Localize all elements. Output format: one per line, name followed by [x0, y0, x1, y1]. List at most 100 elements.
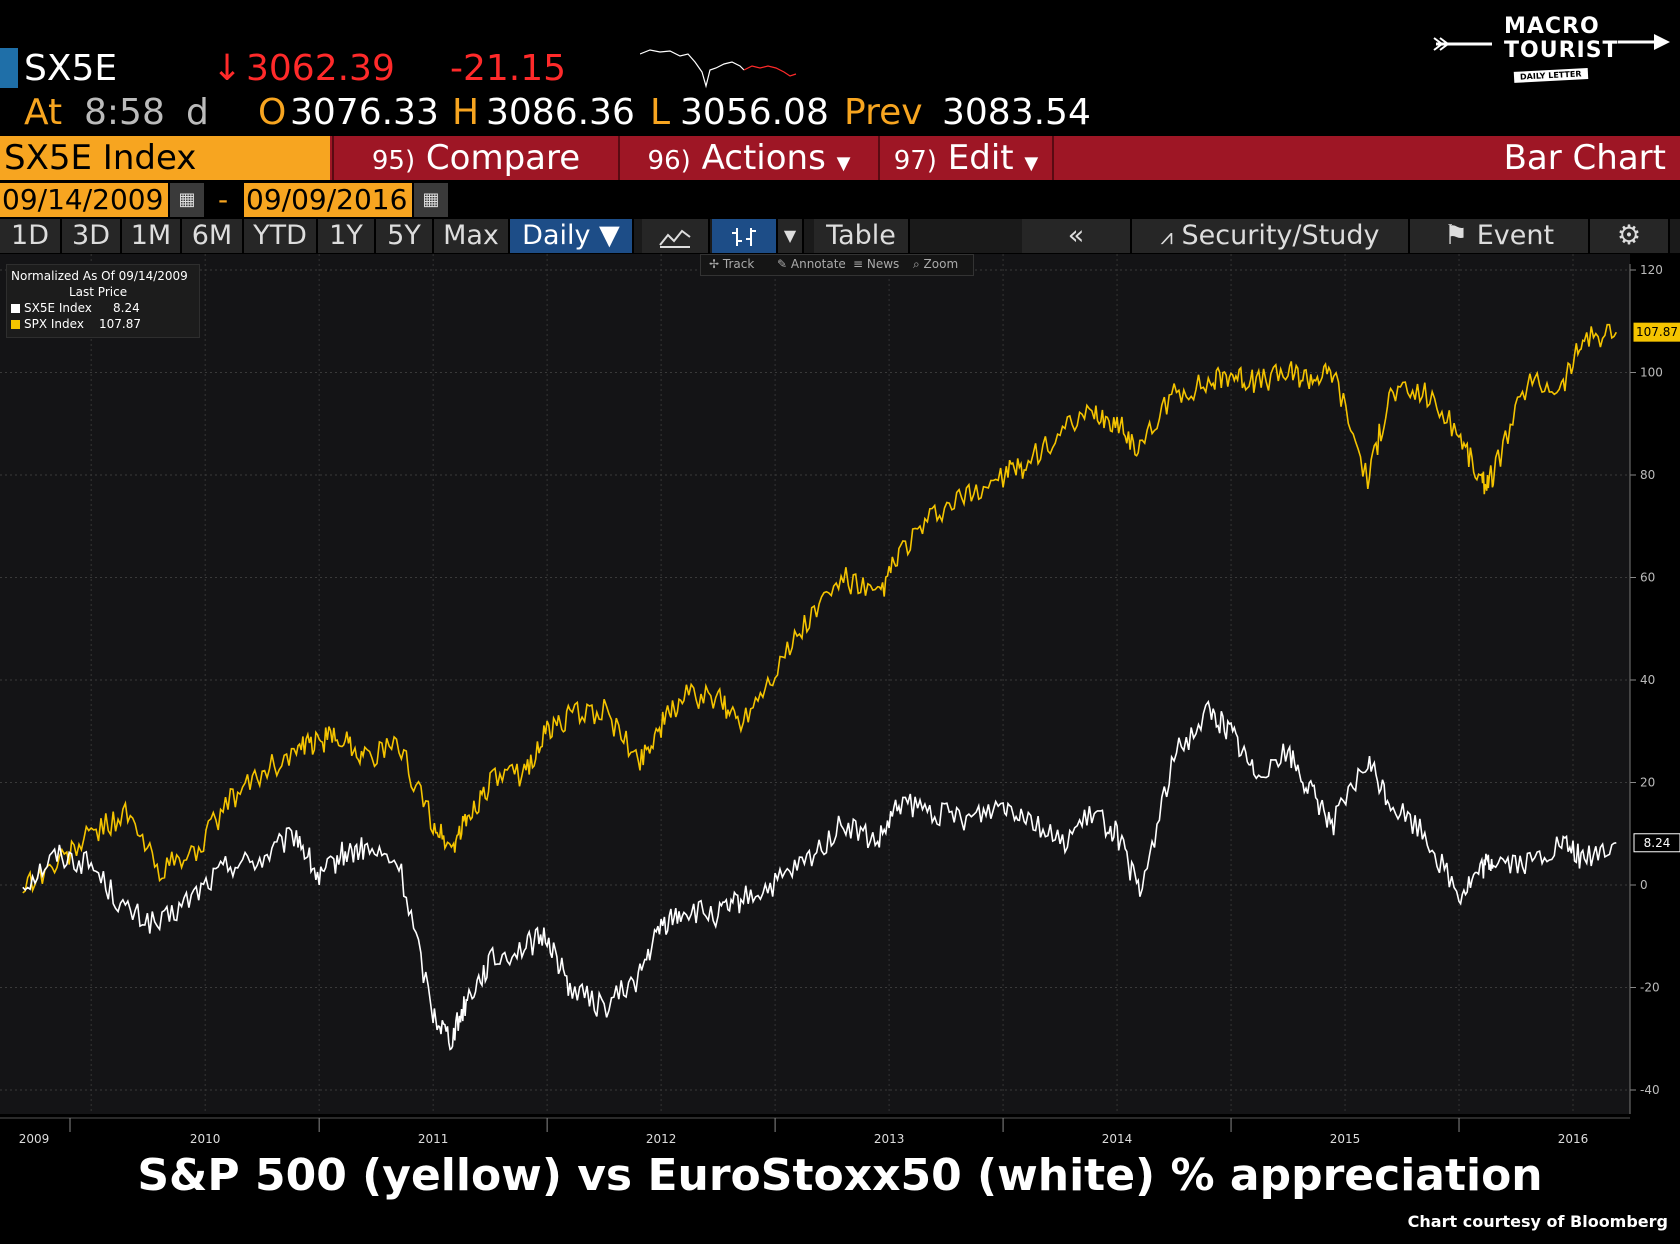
news-button[interactable]: ≡ News: [853, 257, 900, 271]
legend-title: Normalized As Of 09/14/2009: [11, 269, 188, 283]
x-tick-label: 2015: [1330, 1132, 1361, 1146]
period-3d-button[interactable]: 3D: [62, 219, 122, 253]
compare-label: Compare: [425, 138, 581, 178]
line-chart-icon[interactable]: [642, 219, 710, 253]
chart-caption: S&P 500 (yellow) vs EuroStoxx50 (white) …: [137, 1150, 1543, 1201]
y-tick-label: 40: [1640, 673, 1655, 687]
period-1d-button[interactable]: 1D: [0, 219, 62, 253]
last-value-badge: [1633, 322, 1680, 342]
spx-series-line: [22, 323, 1618, 894]
legend-entry-sx5e: SX5E Index 8.24: [11, 301, 140, 315]
compare-number: 95): [371, 146, 416, 176]
period-ytd-button[interactable]: YTD: [244, 219, 318, 253]
frequency-dropdown[interactable]: Daily ▼: [510, 219, 634, 253]
annotate-button[interactable]: ✎ Annotate: [777, 257, 846, 271]
y-axis: 120 100 80 60 40 20 0 -20 -40: [1629, 263, 1663, 1114]
edit-button[interactable]: 97) Edit ▼: [878, 136, 1052, 180]
macro-tourist-logo: MACRO TOURIST DAILY LETTER: [1430, 8, 1680, 88]
x-tick-label: 2014: [1102, 1132, 1133, 1146]
low-label: L: [650, 92, 671, 133]
logo-line-2: TOURIST: [1504, 38, 1619, 63]
table-button[interactable]: Table: [814, 219, 910, 253]
calendar-icon[interactable]: ▦: [170, 183, 204, 217]
chart-credit: Chart courtesy of Bloomberg: [1407, 1212, 1668, 1231]
zoom-label: Zoom: [923, 257, 959, 271]
quote-time: 8:58: [84, 92, 165, 133]
legend-entry-value: 8.24: [113, 301, 140, 315]
view-title: Bar Chart: [1052, 136, 1680, 180]
date-separator: -: [218, 183, 229, 216]
plot-area: [0, 254, 1630, 1114]
chart-legend: Normalized As Of 09/14/2009 Last Price S…: [6, 264, 200, 338]
at-label: At: [24, 92, 63, 133]
x-tick-label: 2009: [19, 1132, 50, 1146]
period-1y-button[interactable]: 1Y: [318, 219, 376, 253]
track-label: Track: [722, 257, 755, 271]
actions-button[interactable]: 96) Actions ▼: [618, 136, 878, 180]
actions-number: 96): [647, 146, 691, 176]
chart-grid: [0, 254, 1630, 1114]
line-chart-icon: ⩘: [1160, 225, 1173, 250]
legend-entry-name: SX5E Index: [24, 301, 92, 315]
security-study-button[interactable]: ⩘ Security/Study: [1132, 219, 1410, 253]
x-axis: 2009 2010 2011 2012 2013 2014 2015 2016: [0, 1117, 1630, 1146]
period-1m-button[interactable]: 1M: [122, 219, 182, 253]
period-5y-button[interactable]: 5Y: [376, 219, 434, 253]
ticker-symbol: SX5E: [24, 48, 118, 89]
end-date-input[interactable]: 09/09/2016: [244, 183, 412, 217]
high-label: H: [452, 92, 480, 133]
sx5e-series-line: [22, 699, 1617, 1051]
y-tick-label: 60: [1640, 571, 1655, 585]
compare-button[interactable]: 95) Compare: [332, 136, 618, 180]
gear-icon[interactable]: ⚙: [1590, 219, 1670, 253]
ticker-accent-bar: [0, 48, 18, 88]
event-label: Event: [1476, 220, 1555, 251]
intraday-sparkline: [640, 49, 797, 89]
legend-subtitle: Last Price: [69, 285, 128, 299]
low-value: 3056.08: [680, 92, 829, 133]
net-change: -21.15: [450, 48, 567, 89]
x-tick-label: 2013: [874, 1132, 905, 1146]
legend-entry-value: 107.87: [99, 317, 141, 331]
y-tick-label: 80: [1640, 468, 1655, 482]
period-6m-button[interactable]: 6M: [182, 219, 244, 253]
news-label: News: [866, 257, 900, 271]
chevron-down-icon: ▼: [836, 153, 851, 174]
y-tick-label: -40: [1640, 1083, 1660, 1097]
y-tick-label: 20: [1640, 776, 1655, 790]
down-arrow-icon: ↓: [212, 48, 243, 89]
x-tick-label: 2012: [646, 1132, 677, 1146]
prev-value: 3083.54: [942, 92, 1091, 133]
chart-mode-bar: ✢ Track ✎ Annotate ≡ News ⌕ Zoom: [700, 254, 974, 276]
legend-entry-spx: SPX Index 107.87: [11, 317, 141, 331]
x-tick-label: 2011: [418, 1132, 449, 1146]
flag-icon: ⚑: [1443, 220, 1469, 251]
legend-entry-name: SPX Index: [24, 317, 84, 331]
last-value-badge: [1633, 833, 1680, 853]
last-value-text: 107.87: [1636, 325, 1678, 339]
prev-label: Prev: [844, 92, 923, 133]
last-value-text: 8.24: [1644, 836, 1671, 850]
open-value: 3076.33: [290, 92, 439, 133]
event-button[interactable]: ⚑ Event: [1410, 219, 1590, 253]
high-value: 3086.36: [486, 92, 635, 133]
zoom-button[interactable]: ⌕ Zoom: [913, 257, 959, 271]
x-tick-label: 2010: [190, 1132, 221, 1146]
last-value-labels: 107.87 8.24: [1633, 322, 1680, 853]
start-date-input[interactable]: 09/14/2009: [0, 183, 168, 217]
calendar-icon[interactable]: ▦: [414, 183, 448, 217]
chevron-down-icon: ▼: [1024, 153, 1039, 174]
security-field[interactable]: SX5E Index: [0, 136, 330, 180]
legend-swatch: [11, 320, 20, 329]
track-button[interactable]: ✢ Track: [709, 257, 755, 271]
collapse-icon[interactable]: «: [1022, 219, 1132, 253]
y-tick-label: -20: [1640, 981, 1660, 995]
y-tick-label: 100: [1640, 366, 1663, 380]
chevron-down-icon[interactable]: ▼: [778, 219, 804, 253]
y-tick-label: 0: [1640, 878, 1648, 892]
period-max-button[interactable]: Max: [434, 219, 510, 253]
time-suffix: d: [186, 92, 209, 133]
edit-number: 97): [893, 146, 937, 176]
bar-chart-icon[interactable]: [712, 219, 778, 253]
